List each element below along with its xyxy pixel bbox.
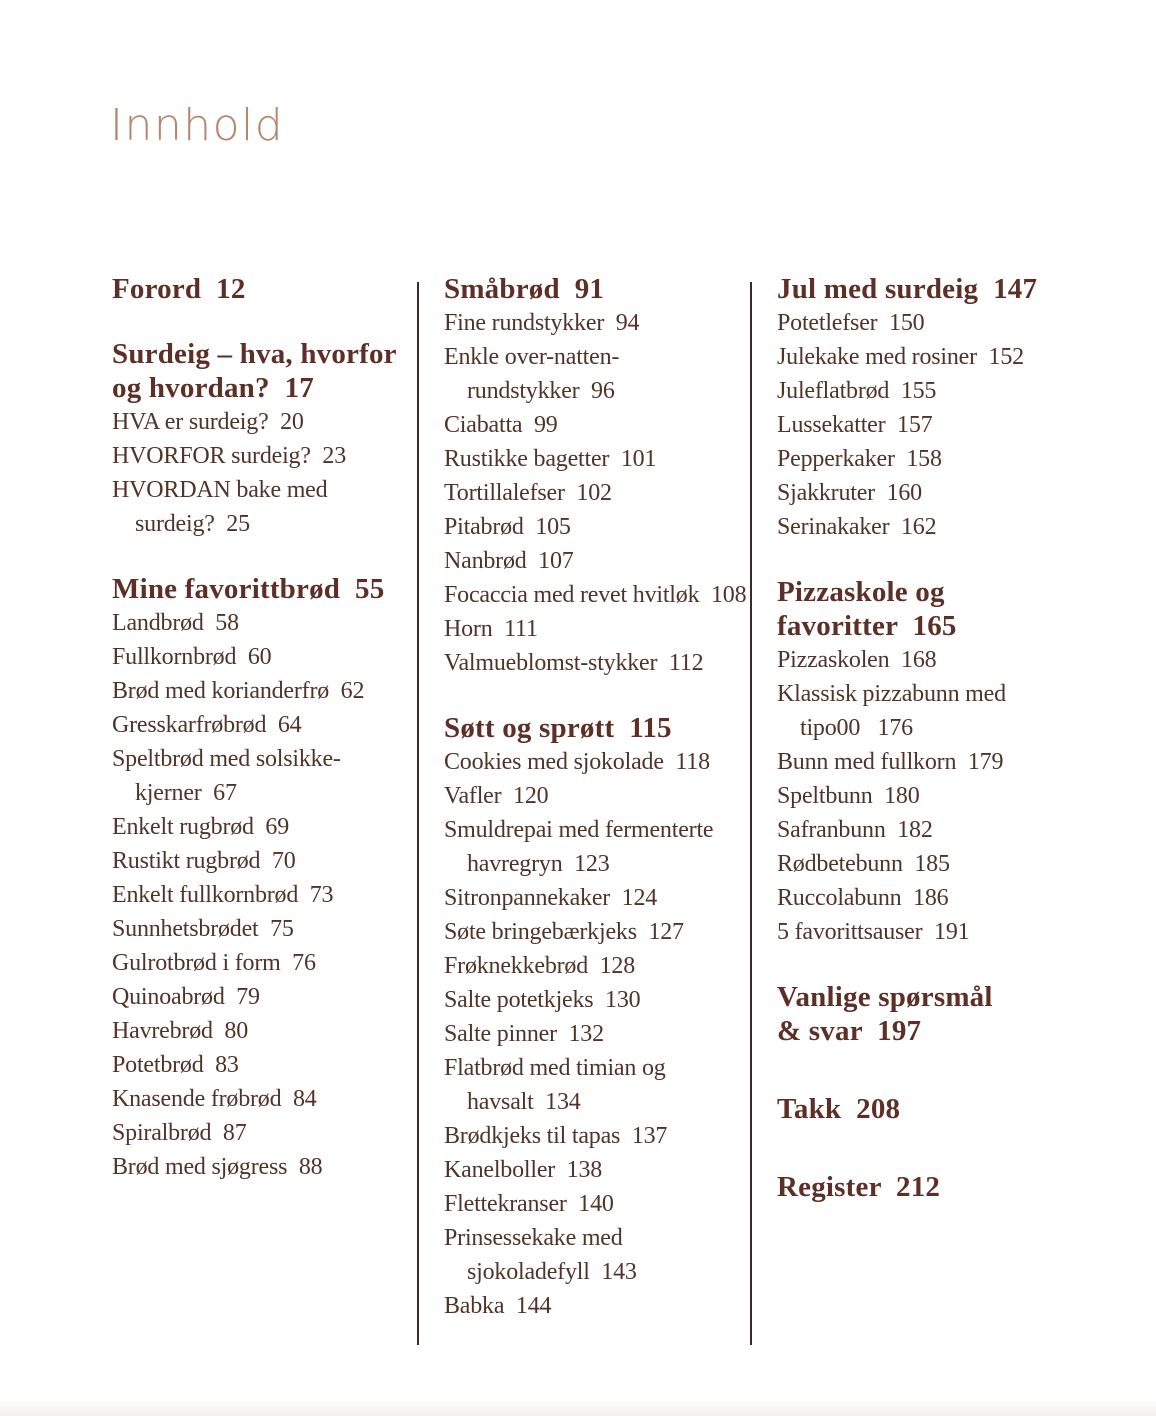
page-title: Innhold: [110, 100, 285, 151]
toc-entry: Julekake med rosiner 152: [777, 344, 1024, 370]
toc-entry: HVORFOR surdeig? 23: [112, 443, 346, 469]
toc-entry: Valmueblomst-stykker 112: [444, 650, 704, 676]
toc-entry: Focaccia med revet hvitløk 108: [444, 582, 747, 608]
toc-entry: 5 favorittsauser 191: [777, 919, 970, 945]
toc-section-heading: Vanlige spørsmål & svar 197: [777, 981, 993, 1047]
toc-entry: Sitronpannekaker 124: [444, 885, 658, 911]
toc-entry: Enkelt fullkornbrød 73: [112, 882, 334, 908]
toc-entry: Brød med sjøgress 88: [112, 1154, 323, 1180]
toc-entry: Fullkornbrød 60: [112, 644, 272, 670]
toc-entry: Pitabrød 105: [444, 514, 571, 540]
toc-entry: Smuldrepai med fermenterte havregryn 123: [444, 817, 714, 877]
column-divider: [750, 282, 752, 1345]
toc-entry: Landbrød 58: [112, 610, 239, 636]
toc-entry: Speltbunn 180: [777, 783, 920, 809]
column-divider: [417, 282, 419, 1345]
toc-entry: HVORDAN bake med surdeig? 25: [112, 477, 328, 537]
toc-entry: Kanelboller 138: [444, 1157, 603, 1183]
toc-entry: Flettekranser 140: [444, 1191, 614, 1217]
toc-entry: Lussekatter 157: [777, 412, 933, 438]
toc-entry: Enkle over-natten- rundstykker 96: [444, 344, 620, 404]
toc-section-heading: Takk 208: [777, 1093, 901, 1125]
toc-section-heading: Register 212: [777, 1171, 941, 1203]
toc-section-heading: Småbrød 91: [444, 273, 605, 305]
toc-entry: Salte pinner 132: [444, 1021, 604, 1047]
toc-entry: Rustikke bagetter 101: [444, 446, 657, 472]
toc-section-heading: Pizzaskole og favoritter 165: [777, 576, 957, 642]
toc-entry: Enkelt rugbrød 69: [112, 814, 290, 840]
toc-column-1: Forord 12 Surdeig – hva, hvorfor og hvord…: [112, 272, 417, 1184]
toc-entry: Søte bringebærkjeks 127: [444, 919, 684, 945]
toc-entry: Gresskarfrøbrød 64: [112, 712, 302, 738]
toc-entry: Prinsessekake med sjokoladefyll 143: [444, 1225, 637, 1285]
toc-section-heading: Forord 12: [112, 273, 246, 305]
toc-section-heading: Mine favorittbrød 55: [112, 573, 385, 605]
toc-section-heading: Surdeig – hva, hvorfor og hvordan? 17: [112, 338, 397, 404]
bottom-page-edge: [0, 1401, 1156, 1416]
toc-entry: Cookies med sjokolade 118: [444, 749, 710, 775]
toc-entry: Rustikt rugbrød 70: [112, 848, 296, 874]
toc-entry: Fine rundstykker 94: [444, 310, 640, 336]
toc-entry: Quinoabrød 79: [112, 984, 260, 1010]
toc-entry: Knasende frøbrød 84: [112, 1086, 317, 1112]
toc-column-2: Småbrød 91 Fine rundstykker 94 Enkle over-…: [419, 272, 750, 1323]
toc-entry: HVA er surdeig? 20: [112, 409, 304, 435]
toc-entry: Safranbunn 182: [777, 817, 933, 843]
toc-entry: Pepperkaker 158: [777, 446, 942, 472]
toc-entry: Havrebrød 80: [112, 1018, 249, 1044]
toc-entry: Potetlefser 150: [777, 310, 925, 336]
toc-entry: Brød med korianderfrø 62: [112, 678, 365, 704]
toc-entry: Sunnhetsbrødet 75: [112, 916, 294, 942]
toc-entry: Frøknekkebrød 128: [444, 953, 636, 979]
toc-entry: Nanbrød 107: [444, 548, 574, 574]
toc-entry: Ruccolabunn 186: [777, 885, 949, 911]
toc-section-heading: Søtt og sprøtt 115: [444, 712, 672, 744]
toc-entry: Potetbrød 83: [112, 1052, 239, 1078]
toc-entry: Serinakaker 162: [777, 514, 937, 540]
toc-entry: Brødkjeks til tapas 137: [444, 1123, 668, 1149]
toc-entry: Tortillalefser 102: [444, 480, 612, 506]
toc-entry: Ciabatta 99: [444, 412, 558, 438]
toc-entry: Salte potetkjeks 130: [444, 987, 641, 1013]
toc-entry: Klassisk pizzabunn med tipo00 176: [777, 681, 1006, 741]
toc-entry: Juleflatbrød 155: [777, 378, 937, 404]
toc-entry: Vafler 120: [444, 783, 549, 809]
toc-entry: Flatbrød med timian og havsalt 134: [444, 1055, 666, 1115]
toc-section-heading: Jul med surdeig 147: [777, 273, 1038, 305]
toc-column-3: Jul med surdeig 147 Potetlefser 150 Juleka…: [752, 272, 1140, 1204]
toc-entry: Horn 111: [444, 616, 538, 642]
toc-entry: Gulrotbrød i form 76: [112, 950, 316, 976]
toc-entry: Speltbrød med solsikke- kjerner 67: [112, 746, 341, 806]
toc-entry: Rødbetebunn 185: [777, 851, 950, 877]
toc-columns: Forord 12 Surdeig – hva, hvorfor og hvord…: [112, 272, 1140, 1345]
toc-entry: Sjakkruter 160: [777, 480, 922, 506]
toc-entry: Babka 144: [444, 1293, 552, 1319]
toc-entry: Pizzaskolen 168: [777, 647, 937, 673]
toc-entry: Bunn med fullkorn 179: [777, 749, 1004, 775]
toc-entry: Spiralbrød 87: [112, 1120, 247, 1146]
